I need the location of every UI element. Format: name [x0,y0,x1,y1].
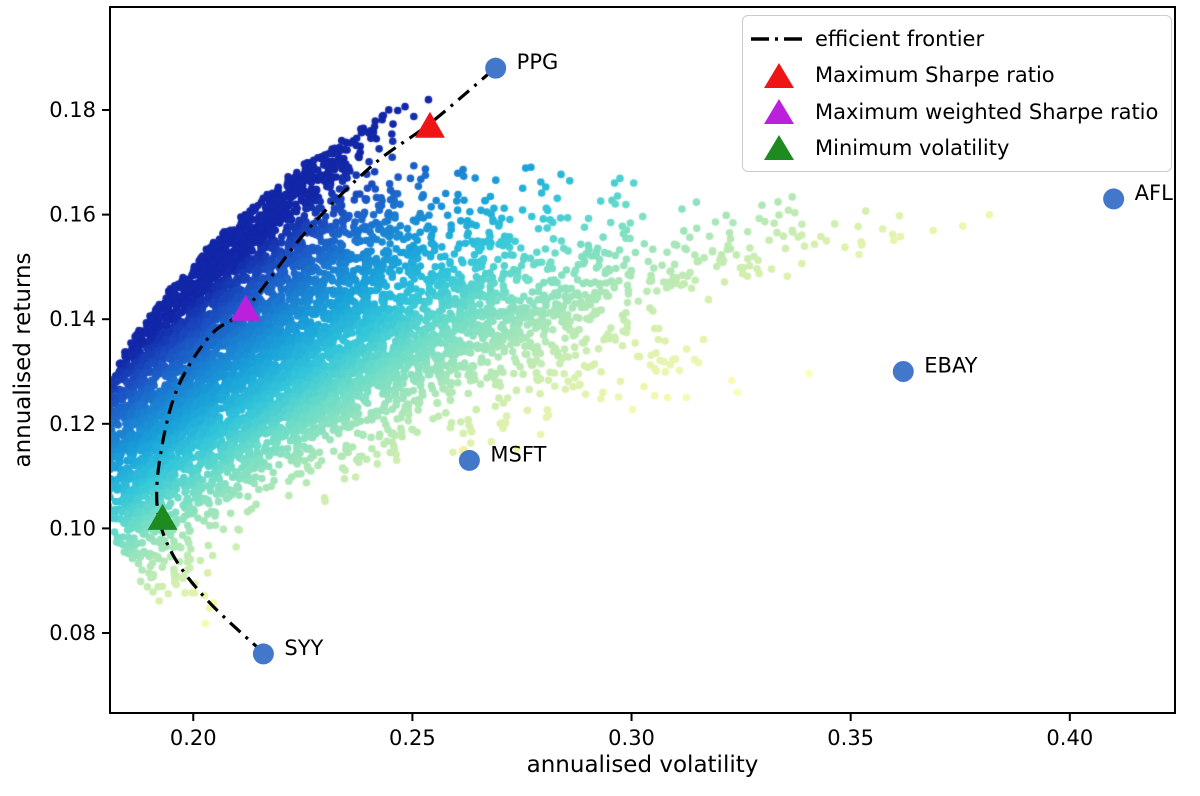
triangle-icon [743,134,815,161]
stock-dot-ppg [485,57,507,79]
x-tick-label: 0.25 [389,726,436,750]
legend-item-1: Maximum Sharpe ratio [743,58,1171,92]
legend-item-2: Maximum weighted Sharpe ratio [743,95,1171,129]
triangle-icon [743,62,815,89]
x-axis-label: annualised volatility [527,752,759,778]
legend-label: Minimum volatility [815,135,1010,160]
stock-dot-msft [458,449,480,471]
legend-label: Maximum weighted Sharpe ratio [815,99,1159,124]
y-tick-label: 0.16 [49,203,96,227]
y-tick-label: 0.14 [49,307,96,331]
triangle-icon [743,98,815,125]
stock-label-afl: AFL [1135,181,1173,205]
y-tick-label: 0.12 [49,412,96,436]
x-tick-label: 0.30 [608,726,655,750]
legend-label: Maximum Sharpe ratio [815,63,1055,88]
y-tick-label: 0.18 [49,98,96,122]
y-tick-label: 0.10 [49,516,96,540]
stock-label-ebay: EBAY [924,354,977,378]
marker-minimum-volatility [147,503,178,530]
plot-frame [109,6,1176,714]
x-tick-label: 0.20 [170,726,217,750]
stock-label-msft: MSFT [490,442,546,466]
stock-dot-syy [252,643,274,665]
x-tick-label: 0.40 [1046,726,1093,750]
y-tick-label: 0.08 [49,621,96,645]
efficient-frontier-line [155,64,499,655]
y-axis-label: annualised returns [10,252,36,467]
x-tick-label: 0.35 [827,726,874,750]
dashdot-line-icon [743,34,815,44]
chart-legend: efficient frontier Maximum Sharpe ratio Ma… [742,15,1172,172]
stock-dot-ebay [892,361,914,383]
marker-maximum-weighted-sharpe-ratio [230,294,261,321]
legend-label: efficient frontier [815,27,985,52]
stock-label-ppg: PPG [517,50,559,74]
legend-item-3: Minimum volatility [743,131,1171,165]
legend-item-0: efficient frontier [743,22,1171,56]
marker-maximum-sharpe-ratio [414,111,445,138]
stock-label-syy: SYY [284,636,323,660]
stock-dot-afl [1103,188,1125,210]
